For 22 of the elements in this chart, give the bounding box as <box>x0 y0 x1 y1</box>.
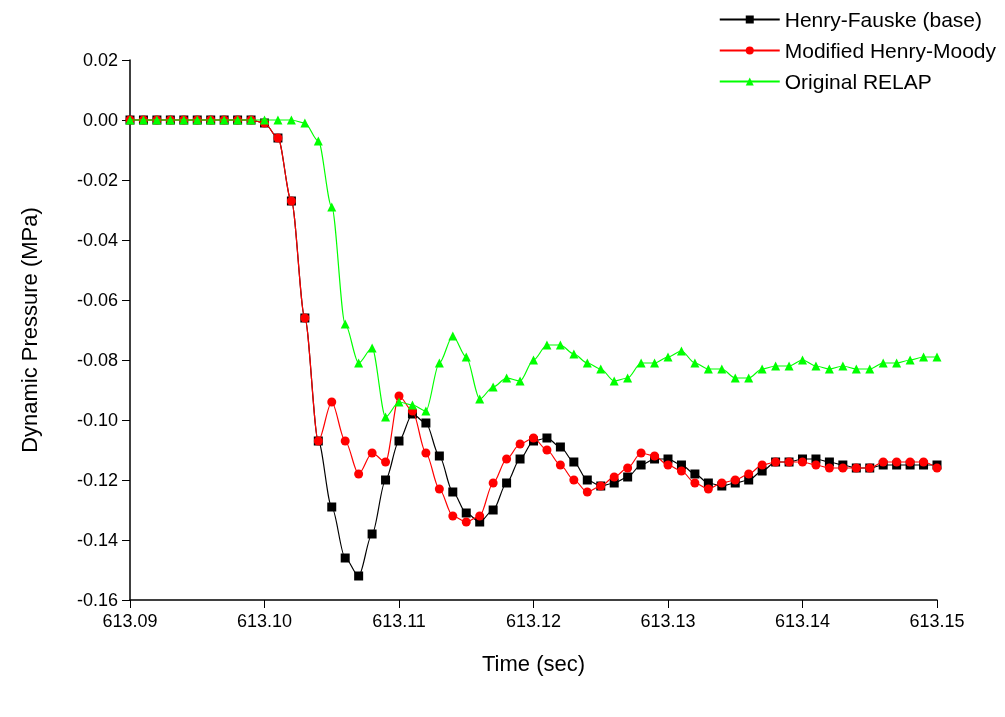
y-tick-label: -0.16 <box>76 590 118 610</box>
x-tick-label: 613.09 <box>102 611 158 631</box>
y-tick-label: -0.12 <box>76 470 118 490</box>
y-tick-label: -0.10 <box>76 410 118 430</box>
x-tick-label: 613.11 <box>372 611 426 631</box>
x-tick-label: 613.13 <box>640 611 696 631</box>
y-tick-label: -0.06 <box>76 290 118 310</box>
legend-label: Modified Henry-Moody <box>784 39 997 62</box>
legend-label: Original RELAP <box>784 70 932 93</box>
y-tick-label: -0.14 <box>76 530 118 550</box>
y-tick-label: -0.08 <box>76 350 118 370</box>
x-tick-label: 613.14 <box>774 611 831 631</box>
x-tick-label: 613.10 <box>236 611 293 631</box>
y-tick-label: 0.00 <box>82 110 118 130</box>
x-tick-label: 613.15 <box>909 611 965 631</box>
x-tick-label: 613.12 <box>505 611 562 631</box>
y-tick-label: -0.02 <box>76 170 118 190</box>
y-axis-title: Dynamic Pressure (MPa) <box>16 207 42 453</box>
y-tick-label: -0.04 <box>76 230 118 250</box>
y-tick-label: 0.02 <box>82 50 118 70</box>
legend-label: Henry-Fauske (base) <box>784 8 982 31</box>
x-axis-title: Time (sec) <box>481 650 586 676</box>
